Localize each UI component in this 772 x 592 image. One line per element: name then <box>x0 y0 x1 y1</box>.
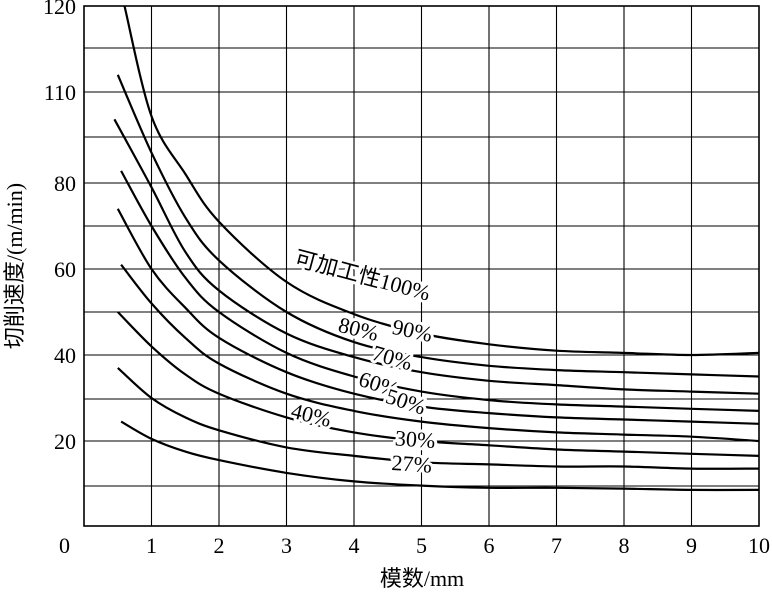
y-tick-label: 110 <box>44 80 76 105</box>
series-line <box>113 118 760 395</box>
curve-label: 30% <box>394 425 436 453</box>
y-tick-label: 20 <box>54 429 76 454</box>
y-tick-label: 40 <box>54 343 76 368</box>
x-tick-label: 6 <box>484 533 495 558</box>
curve-label: 27% <box>391 450 433 478</box>
x-tick-label: 5 <box>416 533 427 558</box>
series-line <box>123 5 760 357</box>
series-line <box>120 264 760 443</box>
x-tick-label: 10 <box>748 533 770 558</box>
y-axis-title: 切削速度/(m/min) <box>2 183 27 349</box>
curve-label: 90% <box>390 314 435 347</box>
axis-ticks: 1 2 3 4 5 6 7 8 9 10 0 20 40 60 80 110 120 <box>43 0 770 558</box>
x-tick-label: 4 <box>349 533 360 558</box>
x-tick-label: 3 <box>281 533 292 558</box>
x-tick-label: 2 <box>214 533 225 558</box>
y-tick-label: 60 <box>54 257 76 282</box>
plot-frame <box>83 5 760 527</box>
curve-label: 40% <box>289 398 334 432</box>
series-line <box>116 208 760 425</box>
x-axis-title: 模数/mm <box>380 566 464 591</box>
curve-labels: 可加工性100%90%80%70%60%50%40%30%27% <box>286 242 439 480</box>
x-tick-label: 9 <box>686 533 697 558</box>
series-line <box>117 311 760 457</box>
origin-label: 0 <box>59 533 70 558</box>
series-line <box>120 420 760 492</box>
y-tick-label: 80 <box>54 171 76 196</box>
series-curves <box>113 5 760 492</box>
curve-label: 80% <box>336 312 381 346</box>
series-line <box>120 170 760 412</box>
x-tick-label: 7 <box>551 533 562 558</box>
x-tick-label: 8 <box>619 533 630 558</box>
series-line <box>117 367 760 470</box>
y-tick-label: 120 <box>43 0 76 19</box>
series-line <box>116 74 760 378</box>
x-tick-label: 1 <box>146 533 157 558</box>
